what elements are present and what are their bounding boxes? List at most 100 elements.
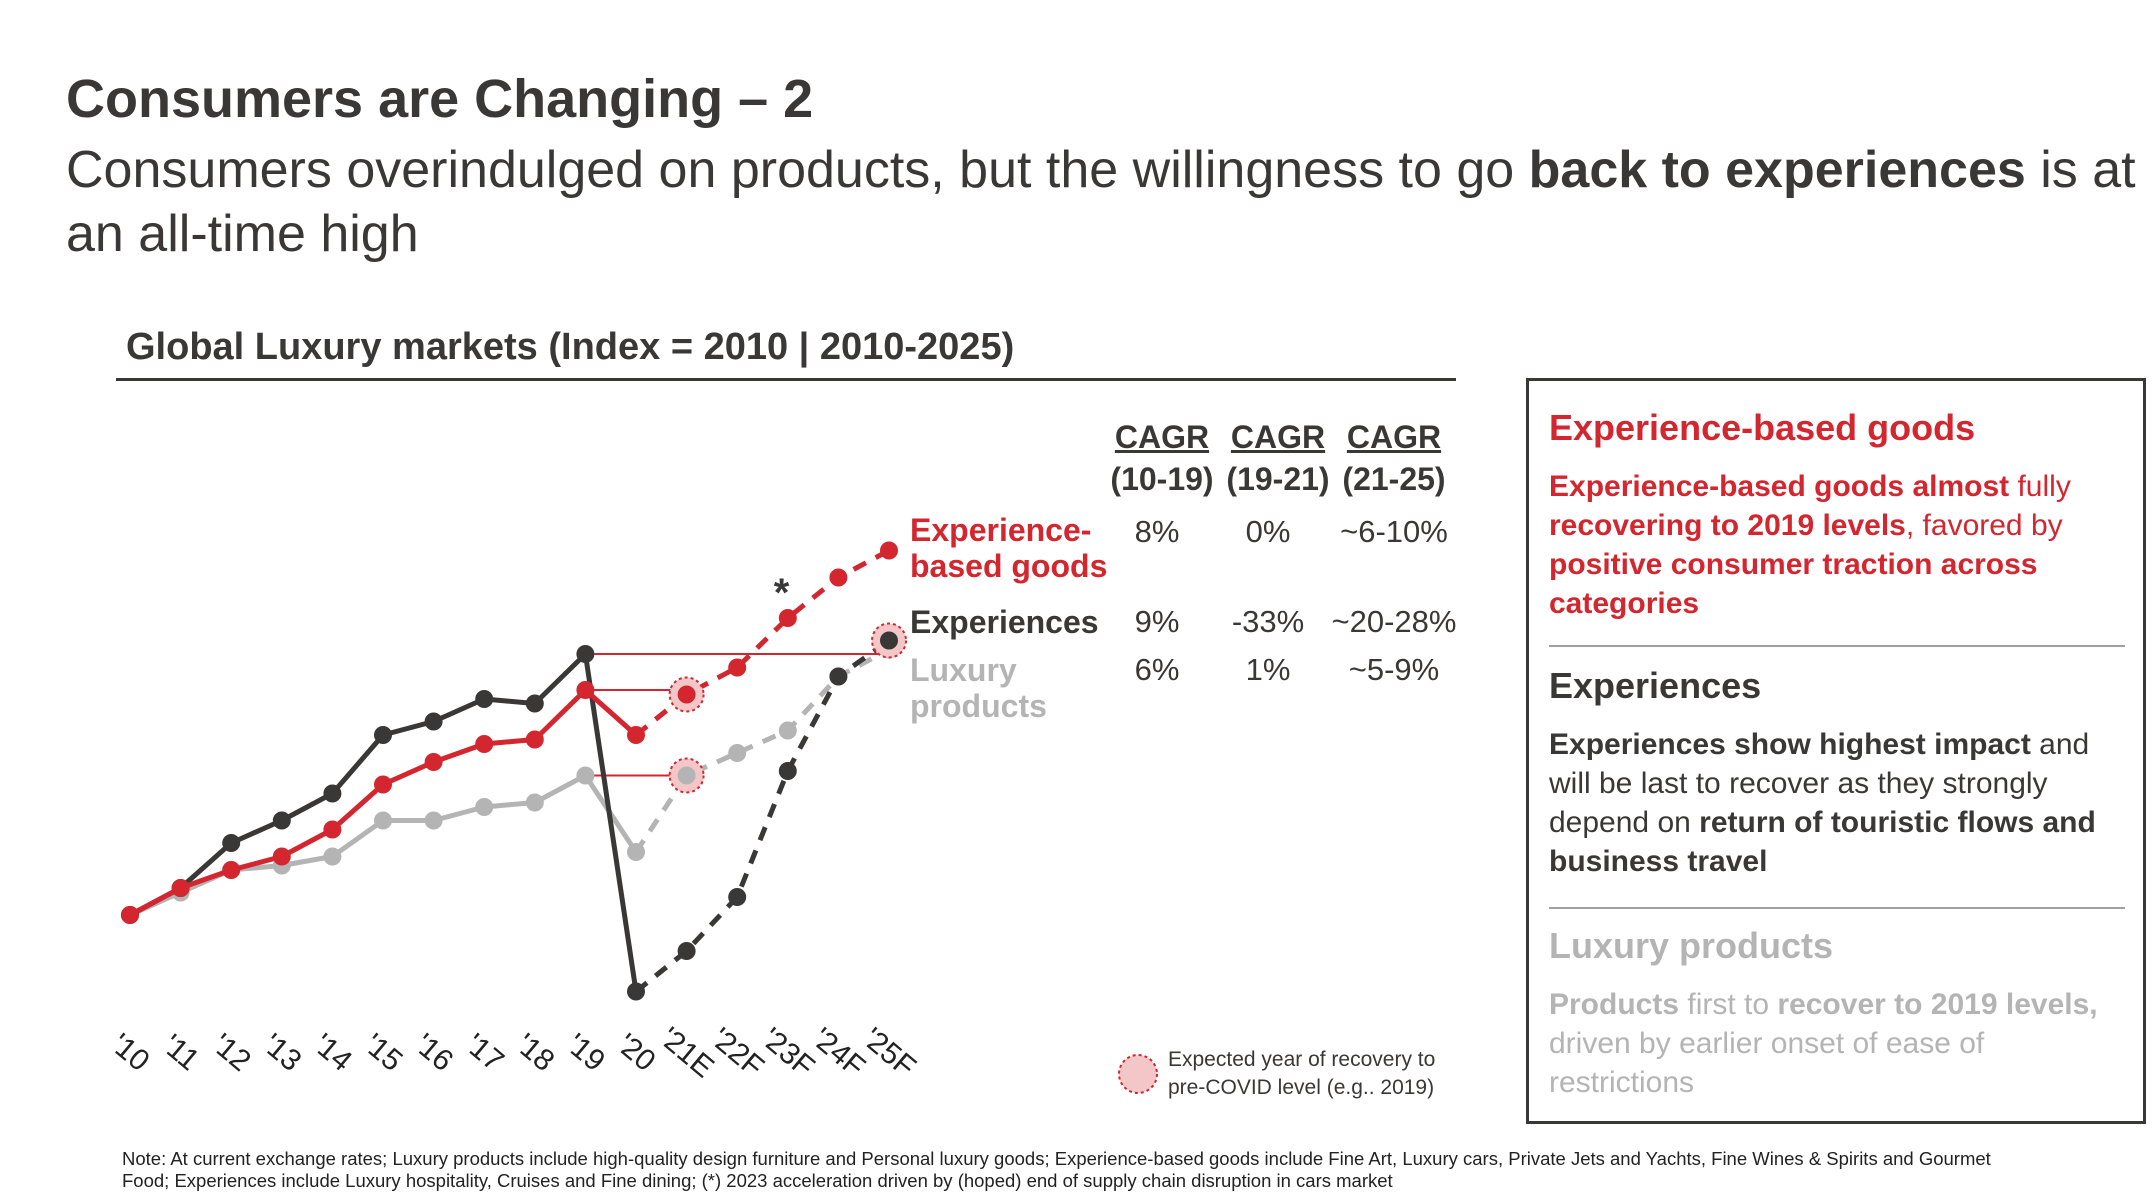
data-point [475,798,494,816]
data-point [374,775,392,794]
series-label-line: products [910,688,1047,724]
footnote-prefix: Note: [122,1148,167,1169]
data-point [272,847,291,866]
data-point [323,820,342,839]
data-point [778,721,797,740]
data-point [525,793,544,812]
x-tick-label: '25F [857,1022,922,1084]
series-forecast-line-luxury-products [633,647,891,854]
insight-text: and will be last to recover as they stro… [1549,728,2090,839]
insight-text: first to [1679,988,1778,1021]
x-tick-label: '11 [156,1028,205,1077]
data-point [576,645,595,663]
subtitle-part1: Consumers overindulged on products, but … [66,141,1529,199]
insights-panel: Experience-based goods Experience-based … [1526,378,2146,1124]
slide-title: Consumers are Changing – 2 [66,69,814,129]
insight-bold: recover to 2019 levels, [1777,988,2098,1021]
series-line-luxury-products [128,773,639,918]
insight-text: , favored by [1905,509,2063,542]
x-tick-label: '18 [509,1028,560,1078]
insight-heading: Experiences [1549,665,1762,706]
data-point [677,685,696,704]
data-point [323,847,342,866]
data-point [880,631,898,650]
cagr-value: 6% [1134,652,1180,687]
insight-text: driven by earlier onset of ease of restr… [1549,1027,1985,1099]
data-point [374,726,392,744]
annotation-asterisk: * [774,571,790,615]
legend-line: pre-COVID level (e.g.. 2019) [1168,1076,1435,1099]
data-point [677,766,696,785]
cagr-header-3: CAGR (21-25) [1334,416,1454,500]
data-point [728,744,747,762]
cagr-header-range: (21-25) [1342,461,1446,497]
data-point [475,735,494,753]
legend-text: Expected year of recovery to pre-COVID le… [1168,1046,1435,1102]
insight-bold: Products [1549,988,1680,1021]
insight-bold: positive consumer traction across catego… [1549,548,2038,620]
cagr-header-label: CAGR [1114,419,1210,455]
data-point [627,726,645,744]
data-point [576,766,595,785]
cagr-header-label: CAGR [1230,419,1326,455]
x-tick-label: '12 [206,1028,257,1078]
data-point [272,811,291,830]
insight-heading: Experience-based goods [1549,407,1976,448]
data-point [475,690,494,708]
x-tick-label: '17 [459,1028,510,1078]
data-point [677,942,696,960]
x-tick-label: '23F [755,1022,820,1084]
data-point [424,712,443,731]
insight-text: fully [2009,470,2071,503]
insight-divider [1549,907,2125,909]
series-label-line: based goods [910,548,1108,584]
insight-bold: Experience-based goods almost [1549,470,2010,503]
data-point [829,568,848,587]
data-point [222,834,241,852]
slide-subtitle: Consumers overindulged on products, but … [66,138,2146,266]
chart-title: Global Luxury markets (Index = 2010 | 20… [126,326,1015,368]
data-point [525,694,544,713]
series-forecast-line-experience-based-goods [634,548,891,737]
legend-line: Expected year of recovery to [1168,1048,1436,1071]
insight-bold: recovering to 2019 levels [1549,509,1906,542]
cagr-header-range: (19-21) [1226,461,1330,497]
cagr-value: 1% [1245,652,1291,687]
cagr-value: 8% [1134,514,1180,549]
legend-recovery-marker [1118,1054,1158,1094]
data-point [525,730,544,749]
data-point [778,609,797,627]
series-label-line: Experience- [910,512,1092,548]
data-point [121,906,139,924]
insight-bold: return of touristic flows and business t… [1549,806,2096,878]
cagr-value: ~20-28% [1331,604,1457,639]
insight-experience-based-goods: Experience-based goods Experience-based … [1549,407,2129,623]
cagr-header-label: CAGR [1346,419,1442,455]
cagr-header-range: (10-19) [1110,461,1214,497]
x-tick-label: '20 [611,1028,662,1078]
data-point [880,541,898,560]
insight-heading: Luxury products [1549,925,1834,966]
insight-experiences: Experiences Experiences show highest imp… [1549,665,2129,881]
x-tick-label: '21E [653,1021,719,1084]
insight-luxury-products: Luxury products Products first to recove… [1549,925,2129,1102]
data-point [778,762,797,780]
subtitle-bold: back to experiences [1528,141,2026,199]
data-point [576,681,595,699]
chart-title-rule [116,378,1456,381]
cagr-value: ~5-9% [1348,652,1440,687]
series-label-experience-based-goods: Experience-based goods [910,512,1107,584]
data-point [222,861,241,879]
cagr-header-1: CAGR (10-19) [1102,416,1222,500]
series-label-experiences: Experiences [910,604,1099,640]
insight-bold: Experiences show highest impact [1549,728,2031,761]
x-tick-label: '19 [560,1028,611,1078]
insight-body: Products first to recover to 2019 levels… [1549,985,2129,1102]
data-point [424,753,443,771]
series-forecast-line-experiences [634,638,891,994]
data-point [728,658,747,677]
x-tick-label: '13 [256,1028,307,1078]
data-point [424,811,443,830]
cagr-value: -33% [1231,604,1305,639]
data-point [171,879,190,897]
